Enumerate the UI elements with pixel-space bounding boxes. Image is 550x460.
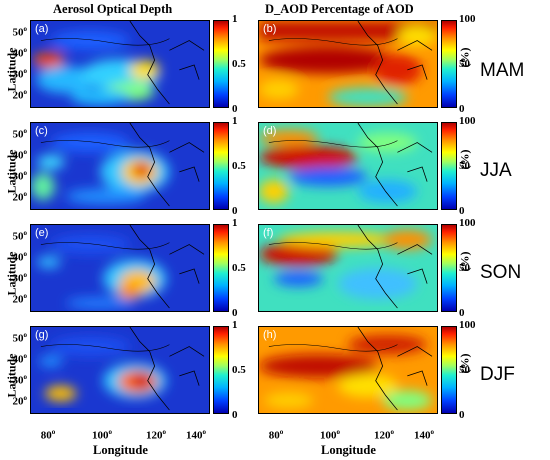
panel-g-aod-djf: (g) xyxy=(30,326,210,414)
aod-tick-min: 0 xyxy=(232,205,238,217)
pct-tick-max: 100 xyxy=(459,319,476,331)
colorbar-pct-son xyxy=(441,224,457,312)
aod-tick-max: 1 xyxy=(232,115,238,127)
x-tick-label: 80o xyxy=(40,428,56,442)
pct-unit: (%) xyxy=(457,149,472,170)
x-tick-label: 80o xyxy=(268,428,284,442)
x-tick-label: 140o xyxy=(186,428,206,442)
panel-label-e: (e) xyxy=(35,227,49,239)
y-tick-label: 30o xyxy=(12,271,28,285)
aod-tick-mid: 0.5 xyxy=(232,160,246,172)
panel-c-aod-jja: (c) xyxy=(30,122,210,210)
colorbar-aod-djf xyxy=(213,326,229,414)
y-tick-label: 40o xyxy=(12,352,28,366)
panel-label-g: (g) xyxy=(35,329,49,341)
panel-e-aod-son: (e) xyxy=(30,224,210,312)
aod-tick-mid: 0.5 xyxy=(232,58,246,70)
right-column-title: D_AOD Percentage of AOD xyxy=(265,2,414,16)
y-tick-label: 30o xyxy=(12,67,28,81)
pct-tick-max: 100 xyxy=(459,217,476,229)
aod-tick-max: 1 xyxy=(232,319,238,331)
aod-tick-max: 1 xyxy=(232,217,238,229)
colorbar-aod-jja xyxy=(213,122,229,210)
panel-label-f: (f) xyxy=(263,227,274,239)
panel-d-daod-jja: (d) xyxy=(258,122,438,210)
aod-tick-max: 1 xyxy=(232,13,238,25)
aod-tick-min: 0 xyxy=(232,409,238,421)
x-tick-label: 100o xyxy=(92,428,112,442)
y-tick-label: 50o xyxy=(12,127,28,141)
x-axis-label-left: Longitude xyxy=(93,443,148,457)
pct-unit: (%) xyxy=(457,47,472,68)
panel-f-daod-son: (f) xyxy=(258,224,438,312)
colorbar-aod-mam xyxy=(213,20,229,108)
aod-tick-mid: 0.5 xyxy=(232,364,246,376)
pct-tick-max: 100 xyxy=(459,13,476,25)
y-tick-label: 50o xyxy=(12,229,28,243)
x-tick-label: 140o xyxy=(414,428,434,442)
y-tick-label: 40o xyxy=(12,46,28,60)
panel-label-c: (c) xyxy=(35,125,48,137)
y-tick-label: 50o xyxy=(12,25,28,39)
y-tick-label: 50o xyxy=(12,331,28,345)
aod-tick-min: 0 xyxy=(232,307,238,319)
pct-tick-mid: 50 xyxy=(459,364,470,376)
y-tick-label: 20o xyxy=(12,190,28,204)
y-tick-label: 40o xyxy=(12,250,28,264)
panel-label-h: (h) xyxy=(263,329,277,341)
panel-h-daod-djf: (h) xyxy=(258,326,438,414)
season-label-djf: DJF xyxy=(480,364,515,385)
pct-unit: (%) xyxy=(457,251,472,272)
y-tick-label: 40o xyxy=(12,148,28,162)
aod-tick-min: 0 xyxy=(232,103,238,115)
y-tick-label: 30o xyxy=(12,169,28,183)
x-tick-label: 100o xyxy=(320,428,340,442)
colorbar-pct-djf xyxy=(441,326,457,414)
panel-label-a: (a) xyxy=(35,23,49,35)
pct-tick-min: 0 xyxy=(459,409,465,421)
aod-tick-mid: 0.5 xyxy=(232,262,246,274)
colorbar-pct-mam xyxy=(441,20,457,108)
season-label-mam: MAM xyxy=(480,60,525,81)
pct-tick-mid: 50 xyxy=(459,262,470,274)
pct-tick-mid: 50 xyxy=(459,160,470,172)
season-label-jja: JJA xyxy=(480,160,512,181)
pct-tick-min: 0 xyxy=(459,103,465,115)
panel-label-b: (b) xyxy=(263,23,277,35)
left-column-title: Aerosol Optical Depth xyxy=(53,2,173,16)
panel-b-daod-mam: (b) xyxy=(258,20,438,108)
panel-label-d: (d) xyxy=(263,125,277,137)
pct-tick-min: 0 xyxy=(459,307,465,319)
pct-tick-max: 100 xyxy=(459,115,476,127)
colorbar-aod-son xyxy=(213,224,229,312)
x-tick-label: 120o xyxy=(374,428,394,442)
y-tick-label: 20o xyxy=(12,88,28,102)
colorbar-pct-jja xyxy=(441,122,457,210)
y-tick-label: 20o xyxy=(12,394,28,408)
x-axis-label-right: Longitude xyxy=(321,443,376,457)
y-tick-label: 30o xyxy=(12,373,28,387)
panel-a-aod-mam: (a) xyxy=(30,20,210,108)
pct-tick-mid: 50 xyxy=(459,58,470,70)
pct-tick-min: 0 xyxy=(459,205,465,217)
x-tick-label: 120o xyxy=(146,428,166,442)
pct-unit: (%) xyxy=(457,353,472,374)
season-label-son: SON xyxy=(480,262,522,283)
y-tick-label: 20o xyxy=(12,292,28,306)
